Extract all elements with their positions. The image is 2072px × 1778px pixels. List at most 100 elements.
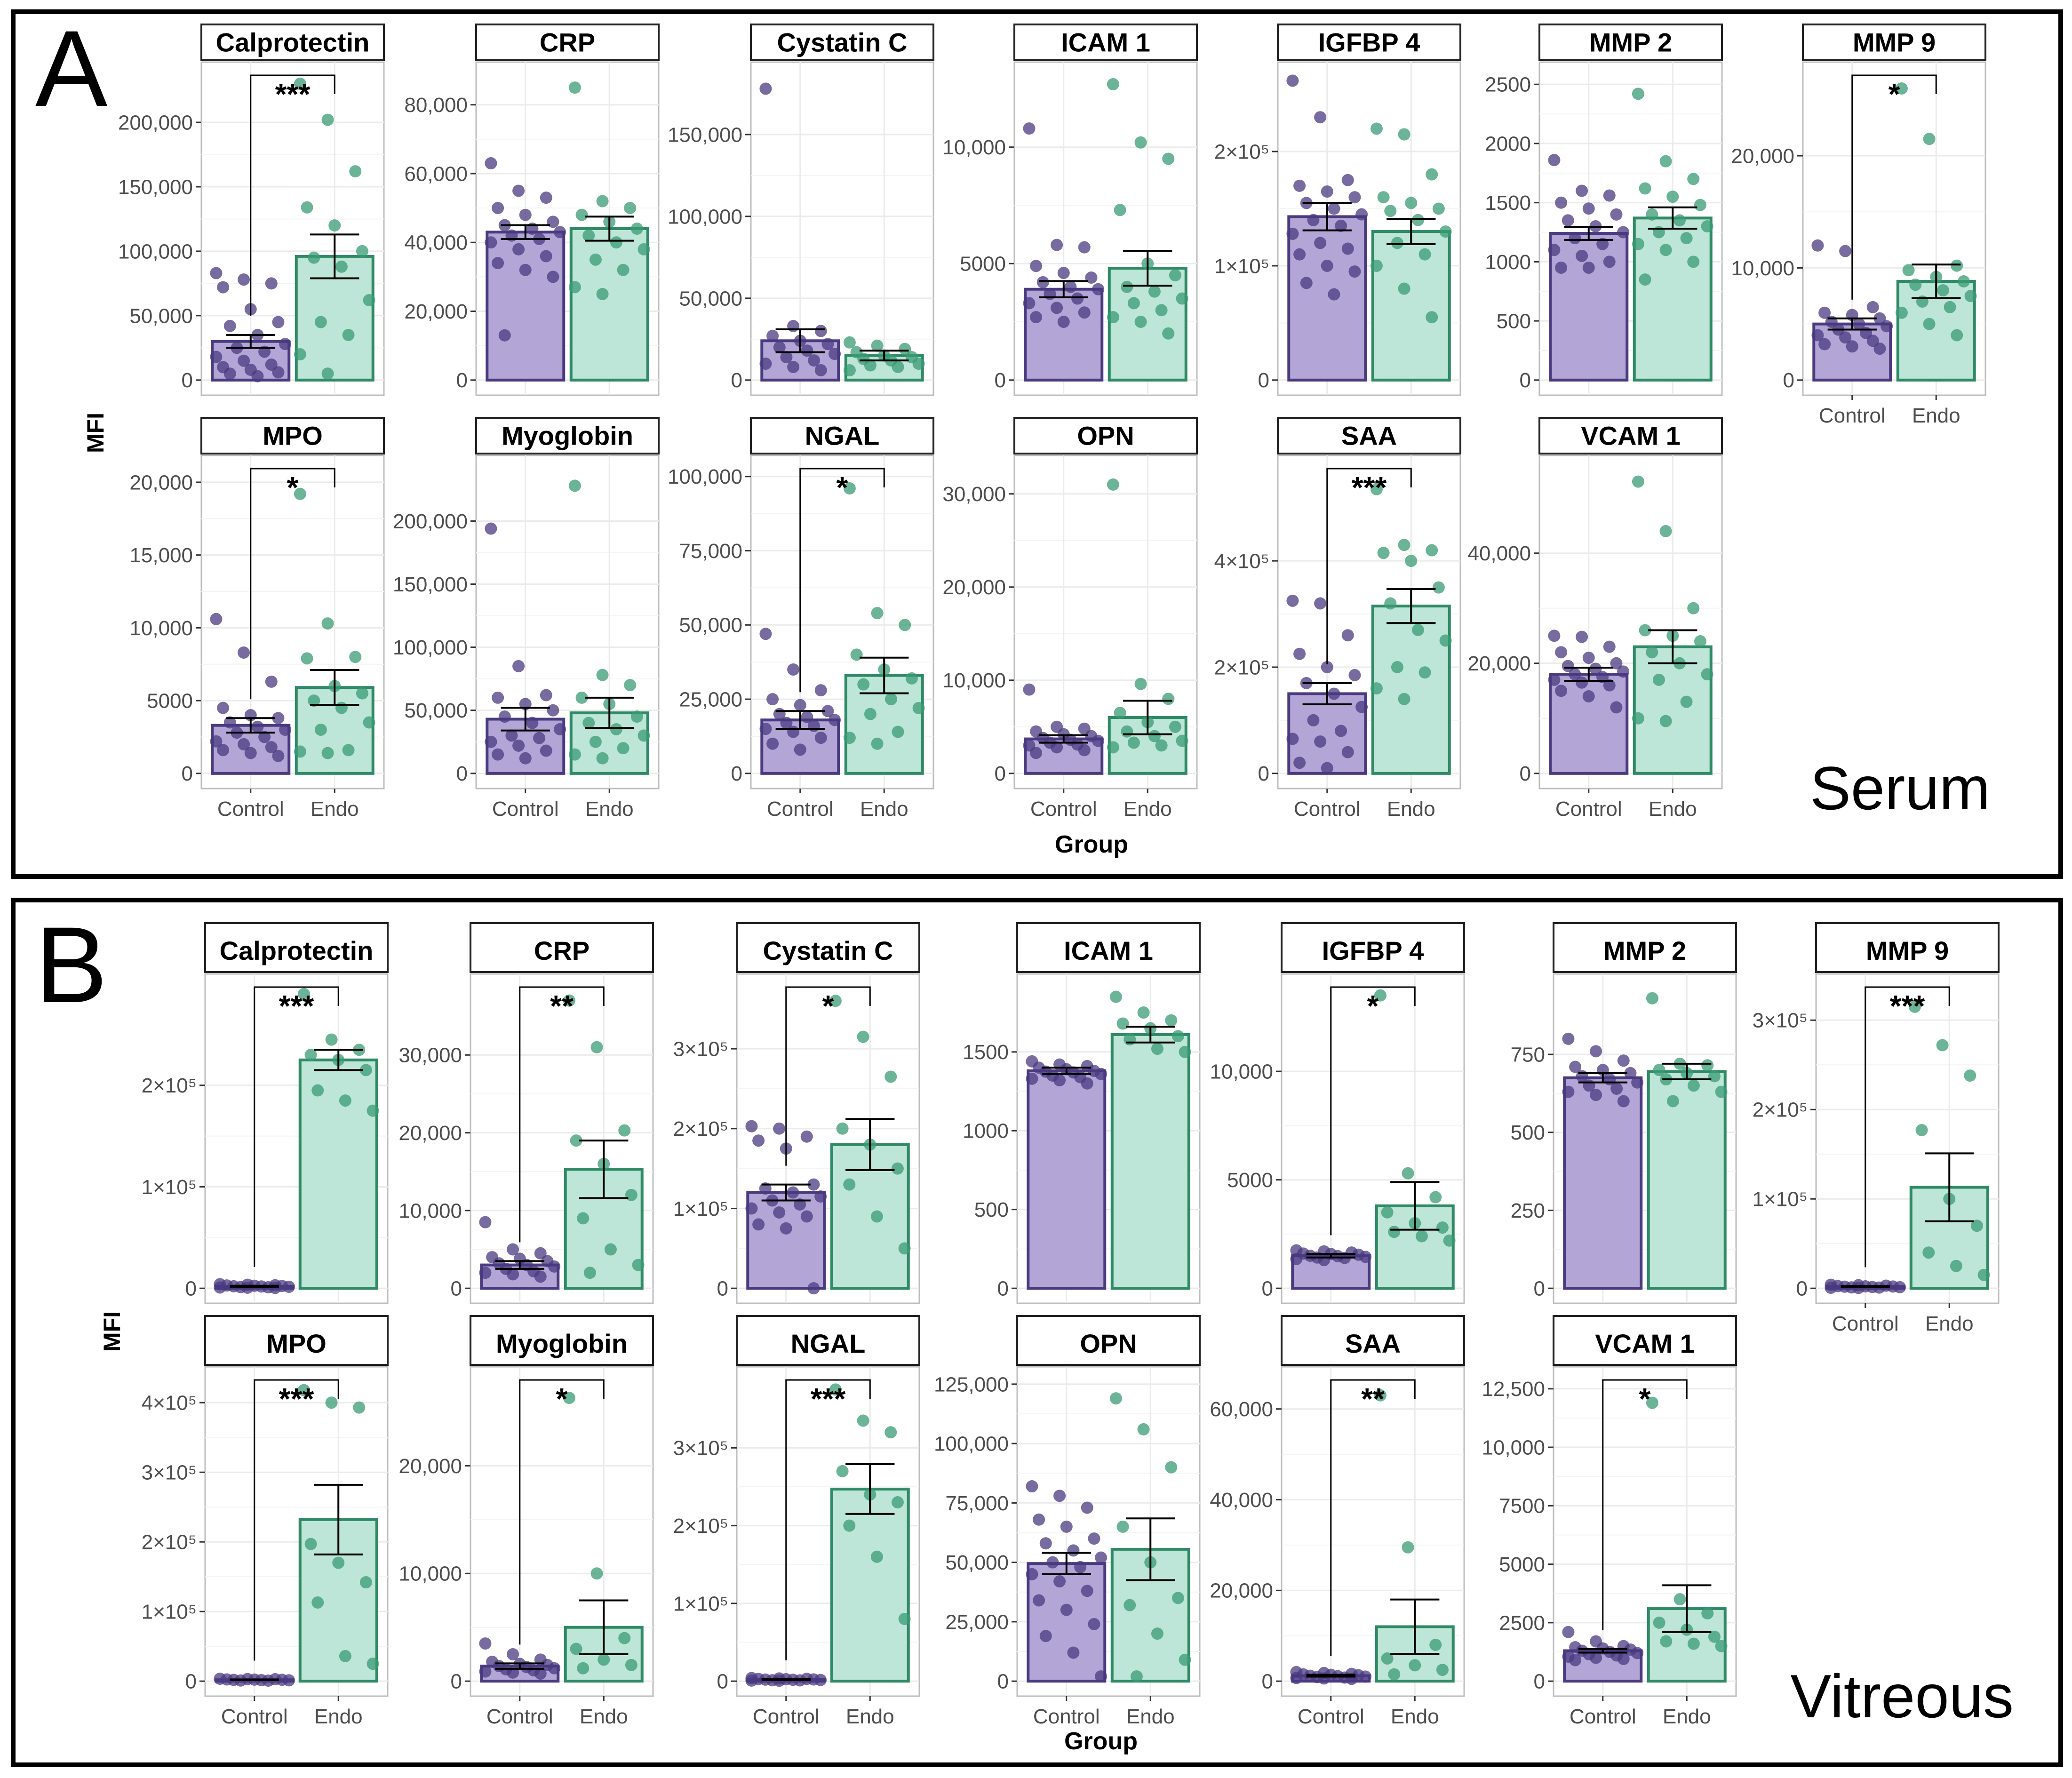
b-mmp-2-point-control — [1590, 1045, 1602, 1058]
a-myoglobin-point-control — [505, 729, 518, 742]
b-vcam-1-y-tick-label: 12,500 — [1482, 1378, 1545, 1401]
b-ngal-point-endo — [843, 1519, 856, 1532]
b-igfbp-4-point-endo — [1381, 1206, 1394, 1219]
a-myoglobin-point-endo — [638, 729, 650, 742]
b-crp-point-endo — [563, 994, 575, 1007]
a-icam-1-y-tick-label: 0 — [995, 369, 1006, 392]
b-igfbp-4-title-strip — [1281, 922, 1465, 973]
a-igfbp-4-point-control — [1341, 242, 1354, 255]
a-crp-point-endo — [630, 223, 643, 235]
b-opn-point-control — [1088, 1618, 1100, 1630]
b-mmp-2-title: MMP 2 — [1603, 936, 1686, 965]
a-mpo-title-strip — [200, 417, 385, 454]
a-saa-point-control — [1328, 687, 1340, 700]
a-igfbp-4-point-control — [1293, 248, 1306, 261]
a-igfbp-4-point-endo — [1377, 191, 1390, 204]
panel-b-tissue-label: Vitreous — [1790, 1662, 2014, 1730]
b-mpo-y-tick-label: 1×10⁵ — [142, 1601, 197, 1624]
b-opn-y-tick-label: 50,000 — [945, 1551, 1009, 1574]
a-mmp-9-point-endo — [1909, 279, 1922, 291]
b-saa-point-endo — [1436, 1664, 1449, 1676]
a-ngal-point-endo — [899, 619, 911, 631]
b-cystatin-c-point-endo — [891, 1162, 904, 1175]
b-mmp-2-point-control — [1610, 1082, 1623, 1095]
b-mmp-2-title-strip — [1553, 922, 1737, 973]
a-crp-point-endo — [638, 243, 650, 255]
a-icam-1-point-endo — [1114, 204, 1126, 216]
plot-a-icam-1: ICAM 1 0 5000 10,000 — [942, 24, 1198, 396]
a-mmp-9-point-endo — [1895, 82, 1908, 95]
a-ngal-point-control — [794, 743, 806, 756]
b-mpo-title-strip — [204, 1315, 389, 1366]
a-opn-y-tick-label: 10,000 — [942, 669, 1006, 692]
b-opn-point-control — [1067, 1544, 1080, 1557]
a-cystatin-c-point-endo — [843, 336, 856, 349]
a-calprotectin-title-strip — [200, 24, 385, 61]
b-icam-1-bar-endo — [1110, 1033, 1190, 1290]
b-saa-sig-bracket — [1330, 1379, 1416, 1656]
b-mmp-9-plot-area — [1815, 973, 2000, 1304]
plot-a-opn: OPN 0 10,000 20,000 30,000 Control Endo — [942, 417, 1198, 821]
b-mpo-x-tick-label: Endo — [314, 1705, 363, 1728]
a-icam-1-point-control — [1078, 306, 1091, 319]
a-mpo-y-tick-label: 10,000 — [129, 617, 193, 640]
a-mmp-2-point-endo — [1639, 182, 1651, 195]
b-mmp-9-point-endo — [1908, 1000, 1921, 1013]
a-myoglobin-point-control — [512, 660, 525, 672]
a-mpo-point-control — [217, 702, 230, 714]
b-crp-point-control — [534, 1270, 547, 1283]
b-saa-y-tick-label: 40,000 — [1210, 1489, 1273, 1512]
b-crp-point-endo — [570, 1134, 582, 1147]
b-icam-1-point-control — [1095, 1068, 1108, 1080]
a-cystatin-c-point-endo — [899, 343, 911, 355]
a-mpo-point-control — [265, 741, 278, 754]
a-icam-1-point-control — [1085, 271, 1098, 284]
a-calprotectin-point-endo — [321, 367, 334, 380]
b-myoglobin-point-endo — [570, 1642, 582, 1655]
b-myoglobin-x-tick-label: Control — [486, 1705, 553, 1728]
a-mmp-9-point-control — [1811, 329, 1824, 342]
b-myoglobin-sig-label: * — [556, 1382, 568, 1416]
a-calprotectin-point-endo — [294, 348, 306, 361]
a-crp-point-endo — [568, 281, 581, 294]
a-crp-title: CRP — [540, 28, 595, 57]
a-calprotectin-y-tick-label: 0 — [182, 369, 193, 392]
a-ngal-point-endo — [871, 607, 884, 620]
b-opn-point-endo — [1124, 1599, 1136, 1611]
a-calprotectin-point-control — [272, 366, 285, 379]
a-vcam-1-point-control — [1548, 673, 1561, 686]
a-vcam-1-point-endo — [1632, 712, 1644, 725]
a-calprotectin-point-control — [265, 277, 278, 290]
a-myoglobin-y-tick-label: 100,000 — [393, 636, 468, 659]
a-vcam-1-point-endo — [1694, 635, 1706, 647]
plot-a-crp: CRP 0 20,000 40,000 60,000 80,000 — [404, 24, 660, 396]
b-mmp-9-y-tick-label: 3×10⁵ — [1753, 1009, 1808, 1032]
a-calprotectin-point-endo — [342, 328, 355, 341]
a-igfbp-4-y-tick-label: 0 — [1258, 369, 1269, 392]
a-icam-1-point-endo — [1162, 152, 1175, 165]
a-calprotectin-y-tick-label: 100,000 — [118, 240, 193, 263]
a-vcam-1-point-endo — [1680, 695, 1693, 708]
a-saa-point-control — [1293, 757, 1306, 769]
a-mmp-2-point-endo — [1673, 214, 1686, 227]
b-cystatin-c-y-tick-label: 3×10⁵ — [673, 1037, 728, 1060]
a-mmp-2-point-control — [1603, 255, 1616, 268]
a-myoglobin-point-control — [492, 748, 504, 761]
a-vcam-1-y-tick-label: 0 — [1520, 762, 1531, 785]
a-vcam-1-point-control — [1582, 690, 1595, 702]
b-mmp-9-y-tick-label: 1×10⁵ — [1753, 1188, 1808, 1211]
a-opn-point-endo — [1169, 720, 1181, 733]
b-mpo-y-tick-label: 3×10⁵ — [142, 1461, 197, 1484]
a-opn-y-tick-label: 0 — [995, 762, 1006, 785]
b-mmp-9-point-control — [1894, 1281, 1906, 1293]
b-cystatin-c-point-control — [814, 1190, 827, 1203]
a-cystatin-c-y-tick-label: 0 — [731, 369, 742, 392]
a-opn-point-control — [1051, 741, 1063, 754]
a-mmp-2-point-endo — [1694, 199, 1706, 211]
a-ngal-point-endo — [843, 482, 856, 495]
b-mmp-9-point-endo — [1977, 1268, 1990, 1281]
a-opn-point-control — [1030, 747, 1043, 759]
a-vcam-1-point-control — [1576, 676, 1588, 689]
plot-b-icam-1: ICAM 1 0 500 1000 1500 — [963, 922, 1201, 1304]
a-igfbp-4-point-control — [1328, 288, 1340, 301]
